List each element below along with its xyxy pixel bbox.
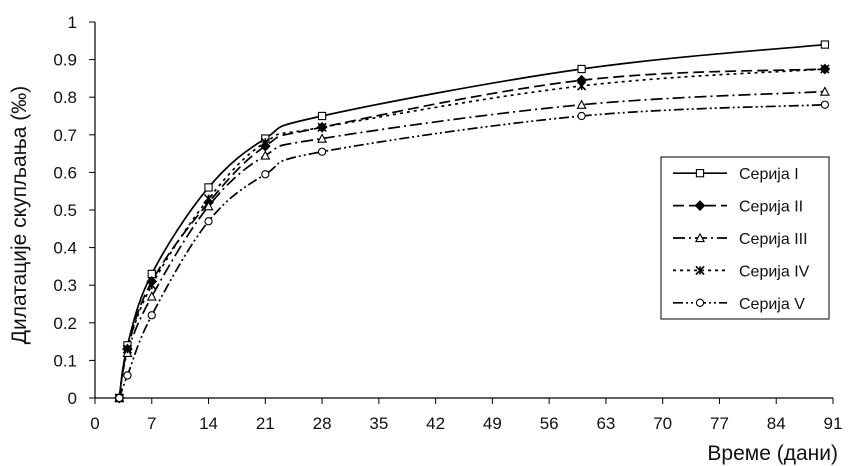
legend-label: Серија II [739,199,803,216]
series-lines [118,43,825,399]
series-line-4 [118,68,825,399]
x-tick-label: 42 [426,414,445,433]
x-tick-label: 70 [653,414,672,433]
data-point [203,194,214,204]
data-point [115,393,124,403]
data-point [576,99,587,109]
data-point [204,217,213,226]
data-point [122,344,133,354]
data-point [820,100,830,109]
legend-swatch-marker [695,298,705,307]
data-point [317,111,327,121]
y-axis-label: Дилатације скупљања (‰) [8,86,31,345]
legend-label: Серија V [739,296,805,313]
data-point [577,111,586,121]
y-tick-label: 0.9 [53,51,77,70]
x-tick-label: 14 [199,414,218,433]
x-axis-label: Време (дани) [707,442,838,465]
y-tick-label: 0.1 [53,351,77,370]
y-tick-label: 0.3 [53,276,77,295]
x-tick-label: 0 [90,414,99,433]
legend-label: Серија III [739,231,808,248]
data-point [260,137,270,147]
data-point [123,371,132,380]
x-tick-label: 7 [147,414,156,433]
legend-swatch-marker [694,200,706,211]
series-markers [113,40,831,404]
y-tick-label: 1 [68,13,77,32]
x-tick-label: 21 [256,414,275,433]
y-tick-label: 0.5 [53,201,77,220]
data-point [820,64,830,74]
data-point [820,40,830,49]
data-point [317,147,327,156]
y-tick-label: 0 [68,389,77,408]
legend-label: Серија I [739,166,799,183]
data-point [577,64,586,74]
legend-label: Серија IV [739,263,810,280]
legend-swatch-marker [695,265,705,276]
x-tick-label: 77 [710,414,729,433]
data-point [261,170,270,179]
y-tick-label: 0.2 [53,314,77,333]
legend: Серија I Серија II Серија III Серија IV Сери… [660,156,830,320]
y-tick-label: 0.4 [53,239,77,258]
data-point [576,81,587,91]
x-tick-label: 35 [369,414,388,433]
series-line-3 [118,90,825,399]
data-point [260,150,271,160]
data-point [819,86,830,96]
data-point [146,291,157,301]
data-point [204,183,213,192]
data-point [147,280,157,290]
x-tick-label: 84 [767,414,786,433]
axes [89,21,834,404]
y-tick-label: 0.7 [53,126,77,145]
data-point [147,311,156,320]
x-tick-label: 91 [824,414,843,433]
x-tick-label: 63 [596,414,615,433]
legend-swatch-marker [694,232,706,243]
x-tick-label: 56 [540,414,559,433]
series-line-5 [118,103,825,399]
x-tick-label: 28 [313,414,332,433]
series-line-1 [118,43,825,399]
y-tick-label: 0.6 [53,163,77,182]
data-point [203,200,214,211]
x-tick-label: 49 [483,414,502,433]
y-tick-label: 0.8 [53,88,77,107]
data-point [317,122,327,132]
tick-labels: 0 0.1 0.2 0.3 0.4 0.5 0.6 0.7 0.8 0.9 1 0 7 14 21 28 35 4… [53,13,842,433]
legend-swatch-marker [695,169,705,178]
data-point [317,133,328,143]
